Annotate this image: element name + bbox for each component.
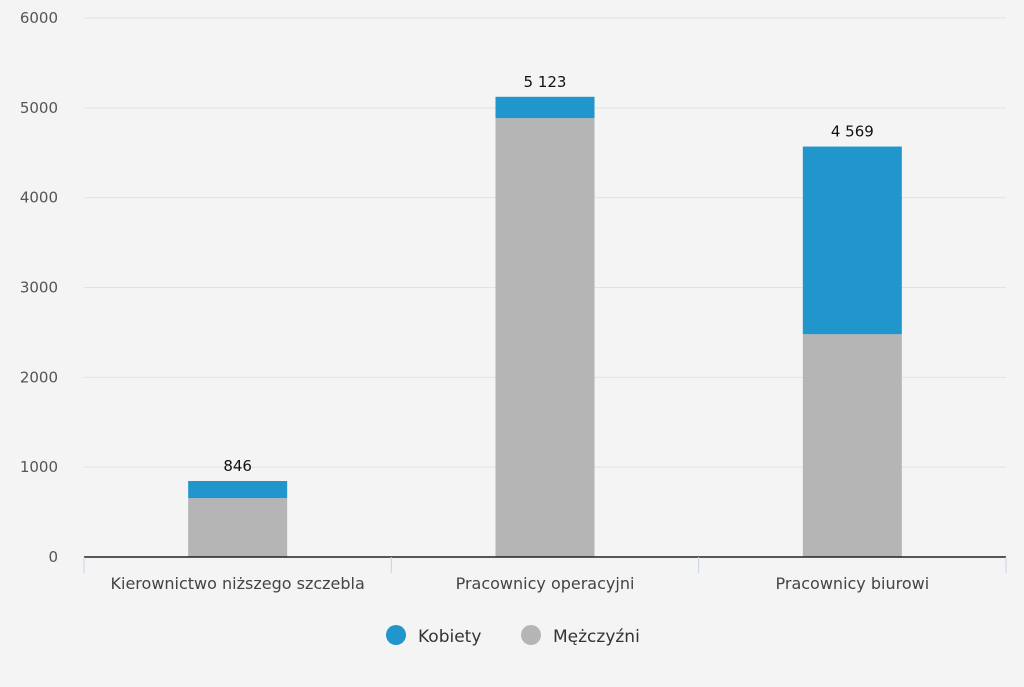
legend-label: Mężczyźni (553, 627, 640, 647)
y-axis: 0 1000 2000 3000 4000 5000 6000 (20, 9, 58, 566)
total-data-label: 846 (223, 457, 252, 475)
legend-item-kobiety[interactable]: Kobiety (386, 625, 481, 647)
total-data-label: 5 123 (524, 73, 567, 91)
legend[interactable]: Kobiety Mężczyźni (386, 625, 640, 647)
x-tick-label: Pracownicy biurowi (776, 574, 930, 593)
y-tick-label: 2000 (20, 368, 58, 386)
bar-segment-kobiety[interactable] (802, 146, 902, 335)
x-tick-label: Kierownictwo niższego szczebla (111, 574, 365, 593)
legend-marker (521, 625, 541, 645)
y-tick-label: 4000 (20, 189, 58, 207)
legend-label: Kobiety (418, 627, 481, 647)
legend-marker (386, 625, 406, 645)
y-tick-label: 5000 (20, 99, 58, 117)
bar-segment-kobiety[interactable] (188, 481, 288, 499)
x-tick-label: Pracownicy operacyjni (456, 574, 635, 593)
bar-segment-kobiety[interactable] (495, 96, 595, 119)
bar-segment-mezczyzni[interactable] (188, 498, 288, 557)
y-tick-label: 0 (48, 548, 58, 566)
legend-item-mezczyzni[interactable]: Mężczyźni (521, 625, 640, 647)
bars (188, 96, 902, 557)
total-data-label: 4 569 (831, 123, 874, 141)
bar-segment-mezczyzni[interactable] (495, 118, 595, 557)
y-tick-label: 6000 (20, 9, 58, 27)
data-labels: 846 5 123 4 569 (223, 73, 873, 475)
x-axis: Kierownictwo niższego szczebla Pracownicy… (83, 556, 1007, 593)
y-tick-label: 3000 (20, 279, 58, 297)
y-tick-label: 1000 (20, 458, 58, 476)
bar-segment-mezczyzni[interactable] (802, 334, 902, 557)
